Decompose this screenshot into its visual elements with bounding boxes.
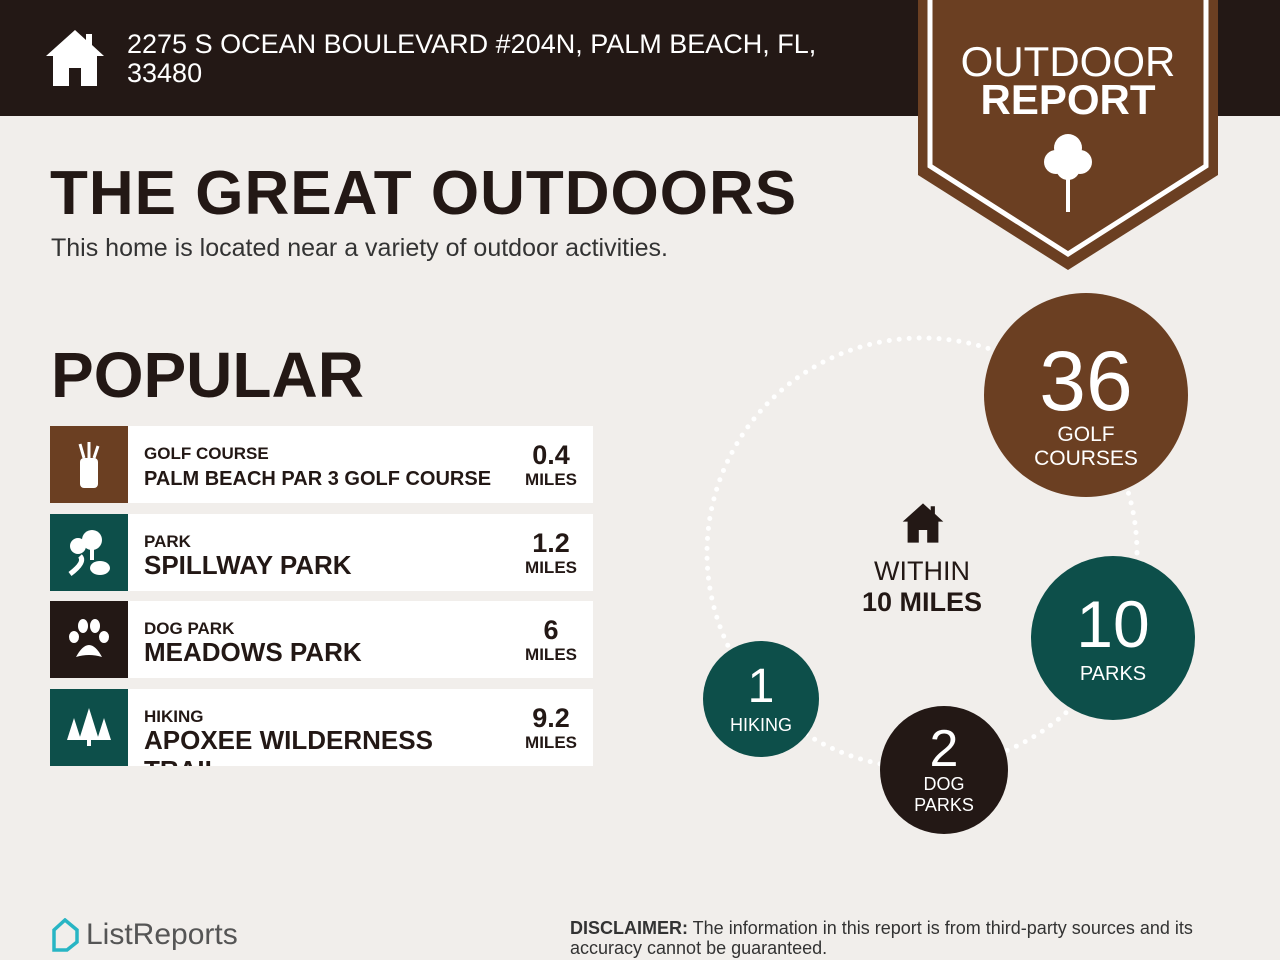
item-distance: 1.2 — [532, 528, 570, 558]
item-name: APOXEE WILDERNESS TRAIL — [144, 725, 433, 766]
list-item: PARK SPILLWAY PARK 1.2 MILES — [50, 514, 593, 591]
list-item: GOLF COURSE PALM BEACH PAR 3 GOLF COURSE… — [50, 426, 593, 503]
item-distance: 0.4 — [532, 440, 570, 470]
golf-label: GOLF — [1057, 423, 1115, 446]
golf-count: 36 — [1039, 334, 1133, 428]
within-distance: 10 MILES — [861, 587, 983, 617]
golf-count-bubble: 36 GOLF COURSES — [984, 293, 1188, 497]
page-title: THE GREAT OUTDOORS — [50, 159, 798, 228]
hiking-label: HIKING — [729, 714, 792, 735]
page-subtitle: This home is located near a variety of o… — [51, 234, 668, 262]
list-item: DOG PARK MEADOWS PARK 6 MILES — [50, 601, 593, 678]
item-category: GOLF COURSE — [144, 444, 269, 463]
item-unit: MILES — [525, 558, 577, 577]
hiking-count: 1 — [747, 659, 775, 713]
item-unit: MILES — [525, 645, 577, 664]
logo-text: ListReports — [86, 918, 238, 951]
tree-icon — [1044, 134, 1092, 212]
paw-icon — [50, 601, 128, 678]
item-name: MEADOWS PARK — [144, 637, 362, 667]
item-category: PARK — [144, 532, 191, 551]
logo-icon — [52, 918, 79, 952]
item-unit: MILES — [525, 733, 577, 752]
badge-title-line2: REPORT — [980, 76, 1156, 123]
house-icon — [46, 30, 104, 86]
home-icon — [902, 503, 944, 543]
item-name: PALM BEACH PAR 3 GOLF COURSE — [144, 468, 492, 490]
hiking-count-bubble: 1 HIKING — [703, 641, 819, 757]
popular-heading: POPULAR — [51, 339, 364, 411]
item-distance: 9.2 — [532, 703, 570, 733]
pine-trees-icon — [50, 689, 128, 766]
parks-count: 10 — [1076, 586, 1150, 661]
item-category: HIKING — [144, 707, 204, 726]
park-icon — [50, 514, 128, 591]
golf-bag-icon — [50, 426, 128, 503]
disclaimer-label: DISCLAIMER: — [570, 918, 688, 938]
parks-label: PARKS — [1079, 662, 1147, 685]
disclaimer-text: The information in this report is from t… — [570, 918, 1193, 958]
dog-parks-count: 2 — [929, 720, 959, 778]
parks-count-bubble: 10 PARKS — [1031, 556, 1195, 720]
listreports-logo: ListReports — [50, 918, 238, 952]
golf-label-2: COURSES — [1034, 447, 1138, 470]
disclaimer: DISCLAIMER: The information in this repo… — [570, 918, 1250, 958]
dog-parks-count-bubble: 2 DOG PARKS — [880, 706, 1008, 834]
dog-parks-label: DOG — [923, 774, 965, 794]
within-label: WITHIN — [874, 556, 970, 586]
item-category: DOG PARK — [144, 619, 235, 638]
item-unit: MILES — [525, 470, 577, 489]
property-address: 2275 S OCEAN BOULEVARD #204N, PALM BEACH… — [127, 29, 817, 88]
dog-parks-label-2: PARKS — [914, 795, 974, 815]
item-distance: 6 — [543, 615, 559, 645]
badge-title-line1: OUTDOOR — [960, 38, 1176, 85]
item-name: SPILLWAY PARK — [144, 550, 352, 580]
